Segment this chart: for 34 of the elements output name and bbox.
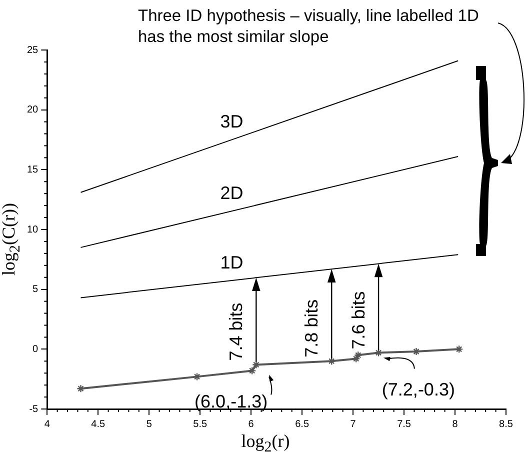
x-tick-label: 5.5	[193, 418, 208, 430]
annotation: (6.0,-1.3)	[194, 392, 268, 412]
x-tick-label: 5	[146, 418, 152, 430]
y-tick-label: 15	[27, 164, 39, 176]
y-tick-label: 25	[27, 44, 39, 56]
y-tick-label: 5	[32, 284, 39, 296]
x-tick-label: 4	[44, 418, 50, 430]
series-label: 3D	[220, 112, 244, 132]
point	[352, 354, 360, 363]
annotation: 7.4 bits	[226, 302, 246, 361]
x-tick-label: 7.5	[397, 418, 412, 430]
y-tick-label: 20	[27, 104, 39, 116]
point	[76, 384, 85, 393]
point	[248, 366, 256, 375]
x-tick-label: 6.5	[295, 418, 310, 430]
x-tick-label: 8.5	[499, 418, 514, 430]
series-label: 2D	[220, 183, 244, 204]
annotation: 7.8 bits	[302, 299, 322, 358]
x-axis-title: log$_{2}$(r)	[240, 430, 291, 458]
x-tick-label: 6	[248, 418, 254, 430]
x-tick-label: 8	[452, 418, 458, 430]
x-tick-label: 7	[350, 418, 356, 430]
annotation: (7.2,-0.3)	[382, 380, 455, 400]
y-tick-label: -5	[29, 404, 39, 415]
y-tick-label: 10	[27, 224, 39, 236]
series-label: 1D	[220, 252, 244, 272]
point	[192, 372, 202, 381]
text: Three ID hypothesis – visually, line labelled 1D has the most similar slope	[138, 6, 480, 48]
annotation: 7.6 bits	[348, 291, 369, 350]
point	[412, 347, 420, 356]
y-tick-label: 0	[32, 344, 39, 355]
point	[328, 357, 336, 366]
x-tick-label: 4.5	[91, 418, 106, 430]
point	[354, 351, 362, 360]
